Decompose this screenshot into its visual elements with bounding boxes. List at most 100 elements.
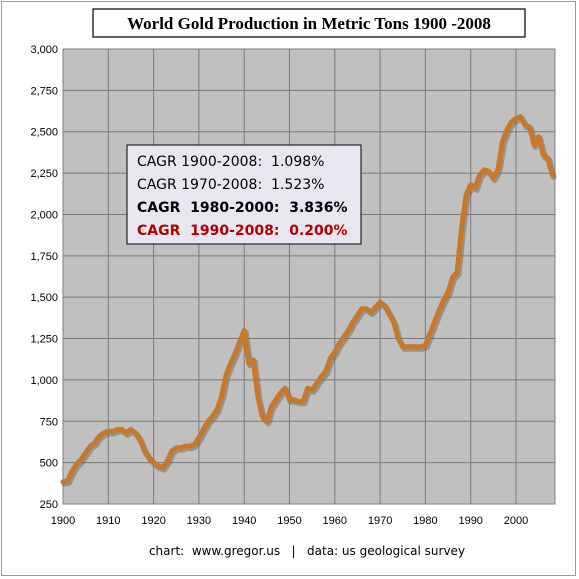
y-tick-label: 2,250 xyxy=(30,168,58,180)
data-point xyxy=(360,307,364,311)
data-point xyxy=(297,399,301,403)
cagr-1970-2008: CAGR 1970-2008: 1.523% xyxy=(137,177,324,193)
data-point xyxy=(161,466,165,470)
data-point xyxy=(514,117,518,120)
data-point xyxy=(143,449,146,453)
data-point xyxy=(229,361,233,365)
data-point xyxy=(423,343,427,347)
data-point xyxy=(324,370,328,374)
y-tick-label: 2,500 xyxy=(30,127,58,139)
chart-title: World Gold Production in Metric Tons 190… xyxy=(127,14,491,33)
data-point xyxy=(242,328,246,332)
data-point xyxy=(378,300,382,304)
data-point xyxy=(84,451,88,455)
cagr-box: CAGR 1900-2008: 1.098% CAGR 1970-2008: 1… xyxy=(126,144,362,245)
x-tick-label: 1900 xyxy=(51,515,75,527)
data-point xyxy=(106,429,110,433)
data-point xyxy=(541,153,545,157)
data-point xyxy=(220,395,223,398)
data-point xyxy=(188,444,192,448)
y-tick-label: 2,750 xyxy=(30,85,58,97)
data-point xyxy=(79,457,83,461)
title-box-border xyxy=(92,8,526,38)
data-point xyxy=(328,356,332,360)
source-credit: chart: www.gregor.us | data: us geologic… xyxy=(149,544,465,558)
y-tick-label: 1,250 xyxy=(30,334,58,346)
data-point xyxy=(469,183,473,187)
data-point xyxy=(342,335,346,339)
data-point xyxy=(428,332,432,336)
data-point xyxy=(179,446,183,450)
data-point xyxy=(66,479,69,483)
data-point xyxy=(201,428,205,431)
data-point xyxy=(134,431,137,435)
x-tick-label: 1950 xyxy=(277,515,301,527)
cagr-1980-2000: CAGR 1980-2000: 3.836% xyxy=(137,200,348,216)
data-point xyxy=(419,345,423,349)
data-point xyxy=(369,310,373,314)
data-point xyxy=(70,469,74,473)
data-point xyxy=(383,304,387,307)
data-point xyxy=(192,442,196,446)
y-tick-label: 500 xyxy=(40,458,58,470)
x-tick-label: 1910 xyxy=(96,515,120,527)
x-tick-label: 1970 xyxy=(368,515,392,527)
data-point xyxy=(523,123,527,127)
data-point xyxy=(247,361,251,365)
data-point xyxy=(301,399,305,403)
x-tick-label: 1930 xyxy=(187,515,211,527)
data-points xyxy=(61,115,554,484)
data-point xyxy=(496,168,500,172)
data-point xyxy=(315,381,319,385)
data-point xyxy=(174,446,178,450)
data-point xyxy=(392,320,396,324)
data-point xyxy=(442,299,445,302)
data-point xyxy=(170,449,174,453)
grid-lines xyxy=(63,48,555,504)
data-point xyxy=(528,125,532,129)
data-point xyxy=(211,414,214,418)
data-point xyxy=(546,156,550,160)
data-point xyxy=(460,226,464,230)
data-point xyxy=(319,375,323,379)
x-axis-ticks: 1900 1910 1920 1930 1940 1950 1960 1970 1980 1990… xyxy=(51,515,528,527)
x-tick-label: 2000 xyxy=(504,515,528,527)
data-point xyxy=(238,340,242,344)
title-box: World Gold Production in Metric Tons 190… xyxy=(92,8,526,38)
data-point xyxy=(233,351,237,355)
data-point xyxy=(500,140,504,144)
cagr-box-border xyxy=(126,144,362,245)
data-point xyxy=(147,456,151,460)
data-point xyxy=(274,398,278,402)
data-point xyxy=(152,461,156,465)
data-point xyxy=(455,270,459,274)
data-point xyxy=(278,391,282,395)
data-point xyxy=(306,386,310,390)
data-point xyxy=(365,307,368,311)
y-tick-label: 2,000 xyxy=(30,209,58,221)
data-point xyxy=(93,441,97,445)
data-point xyxy=(156,464,160,468)
data-point xyxy=(433,320,436,324)
data-point xyxy=(292,398,296,402)
data-point xyxy=(260,414,264,418)
data-point xyxy=(464,193,468,197)
data-point xyxy=(215,408,219,412)
data-point xyxy=(129,428,133,431)
data-point xyxy=(410,345,414,349)
data-point xyxy=(310,388,314,392)
data-point xyxy=(183,444,187,448)
data-point xyxy=(510,120,513,124)
y-tick-label: 750 xyxy=(40,416,58,428)
data-point xyxy=(265,419,269,423)
data-point xyxy=(288,398,291,402)
data-point xyxy=(446,290,450,294)
data-point xyxy=(537,135,541,139)
data-point xyxy=(75,462,79,466)
data-point xyxy=(451,275,455,279)
data-point xyxy=(532,143,536,147)
data-point xyxy=(387,312,391,316)
data-point xyxy=(346,328,350,332)
data-point xyxy=(437,308,441,312)
